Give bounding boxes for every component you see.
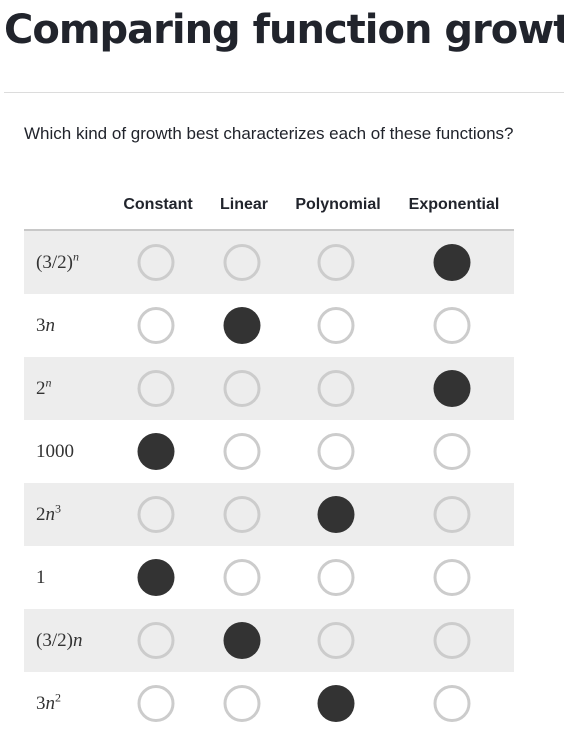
function-label-base: 2	[36, 378, 46, 399]
radio-linear[interactable]	[223, 370, 261, 407]
function-label-base: 1	[36, 567, 46, 588]
radio-linear[interactable]	[223, 559, 261, 596]
radio-linear[interactable]	[223, 685, 261, 722]
radio-polynomial[interactable]	[317, 559, 355, 596]
function-label: 3n2	[36, 672, 61, 735]
radio-exponential[interactable]	[433, 307, 471, 344]
function-label: 1000	[36, 420, 74, 483]
radio-constant[interactable]	[137, 307, 175, 344]
radio-polynomial[interactable]	[317, 433, 355, 470]
radio-polynomial[interactable]	[317, 622, 355, 659]
radio-polynomial[interactable]	[317, 685, 355, 722]
radio-constant[interactable]	[137, 370, 175, 407]
radio-linear[interactable]	[223, 622, 261, 659]
radio-constant[interactable]	[137, 559, 175, 596]
function-label: (3/2)n	[36, 231, 79, 294]
radio-polynomial[interactable]	[317, 496, 355, 533]
function-row: 2n3	[24, 483, 514, 546]
page-title: Comparing function growth	[4, 7, 564, 53]
radio-exponential[interactable]	[433, 685, 471, 722]
radio-constant[interactable]	[137, 622, 175, 659]
function-label-exponent: n	[45, 375, 52, 390]
function-label-exponent: 3	[55, 501, 61, 516]
column-header-constant: Constant	[123, 196, 193, 213]
radio-exponential[interactable]	[433, 622, 471, 659]
column-header-polynomial: Polynomial	[295, 196, 381, 213]
function-row: 3n2	[24, 672, 514, 735]
function-label-base: (3/2)	[36, 252, 73, 273]
radio-constant[interactable]	[137, 685, 175, 722]
radio-exponential[interactable]	[433, 496, 471, 533]
function-row: (3/2)n	[24, 609, 514, 672]
radio-exponential[interactable]	[433, 244, 471, 281]
radio-polynomial[interactable]	[317, 307, 355, 344]
function-label-base: (3/2)n	[36, 630, 83, 651]
function-label-base: 3n	[36, 693, 55, 714]
function-row: 1000	[24, 420, 514, 483]
radio-constant[interactable]	[137, 496, 175, 533]
radio-constant[interactable]	[137, 433, 175, 470]
column-header-linear: Linear	[219, 196, 269, 213]
radio-polynomial[interactable]	[317, 370, 355, 407]
function-label: 2n3	[36, 483, 61, 546]
radio-linear[interactable]	[223, 307, 261, 344]
radio-linear[interactable]	[223, 496, 261, 533]
radio-exponential[interactable]	[433, 370, 471, 407]
radio-linear[interactable]	[223, 244, 261, 281]
question-text: Which kind of growth best characterizes …	[24, 124, 514, 143]
radio-exponential[interactable]	[433, 559, 471, 596]
function-row: (3/2)n	[24, 231, 514, 294]
function-label: 2n	[36, 357, 52, 420]
function-row: 1	[24, 546, 514, 609]
function-label: 1	[36, 546, 46, 609]
title-divider	[4, 92, 564, 93]
function-label-exponent: 2	[55, 690, 61, 705]
function-label: (3/2)n	[36, 609, 82, 672]
function-row: 2n	[24, 357, 514, 420]
function-label-base: 1000	[36, 441, 74, 462]
function-label: 3n	[36, 294, 55, 357]
function-row: 3n	[24, 294, 514, 357]
radio-exponential[interactable]	[433, 433, 471, 470]
function-label-base: 3n	[36, 315, 55, 336]
radio-constant[interactable]	[137, 244, 175, 281]
function-label-exponent: n	[72, 249, 79, 264]
column-header-exponential: Exponential	[408, 196, 500, 213]
header-rule	[24, 229, 514, 231]
function-label-base: 2n	[36, 504, 55, 525]
radio-polynomial[interactable]	[317, 244, 355, 281]
radio-linear[interactable]	[223, 433, 261, 470]
